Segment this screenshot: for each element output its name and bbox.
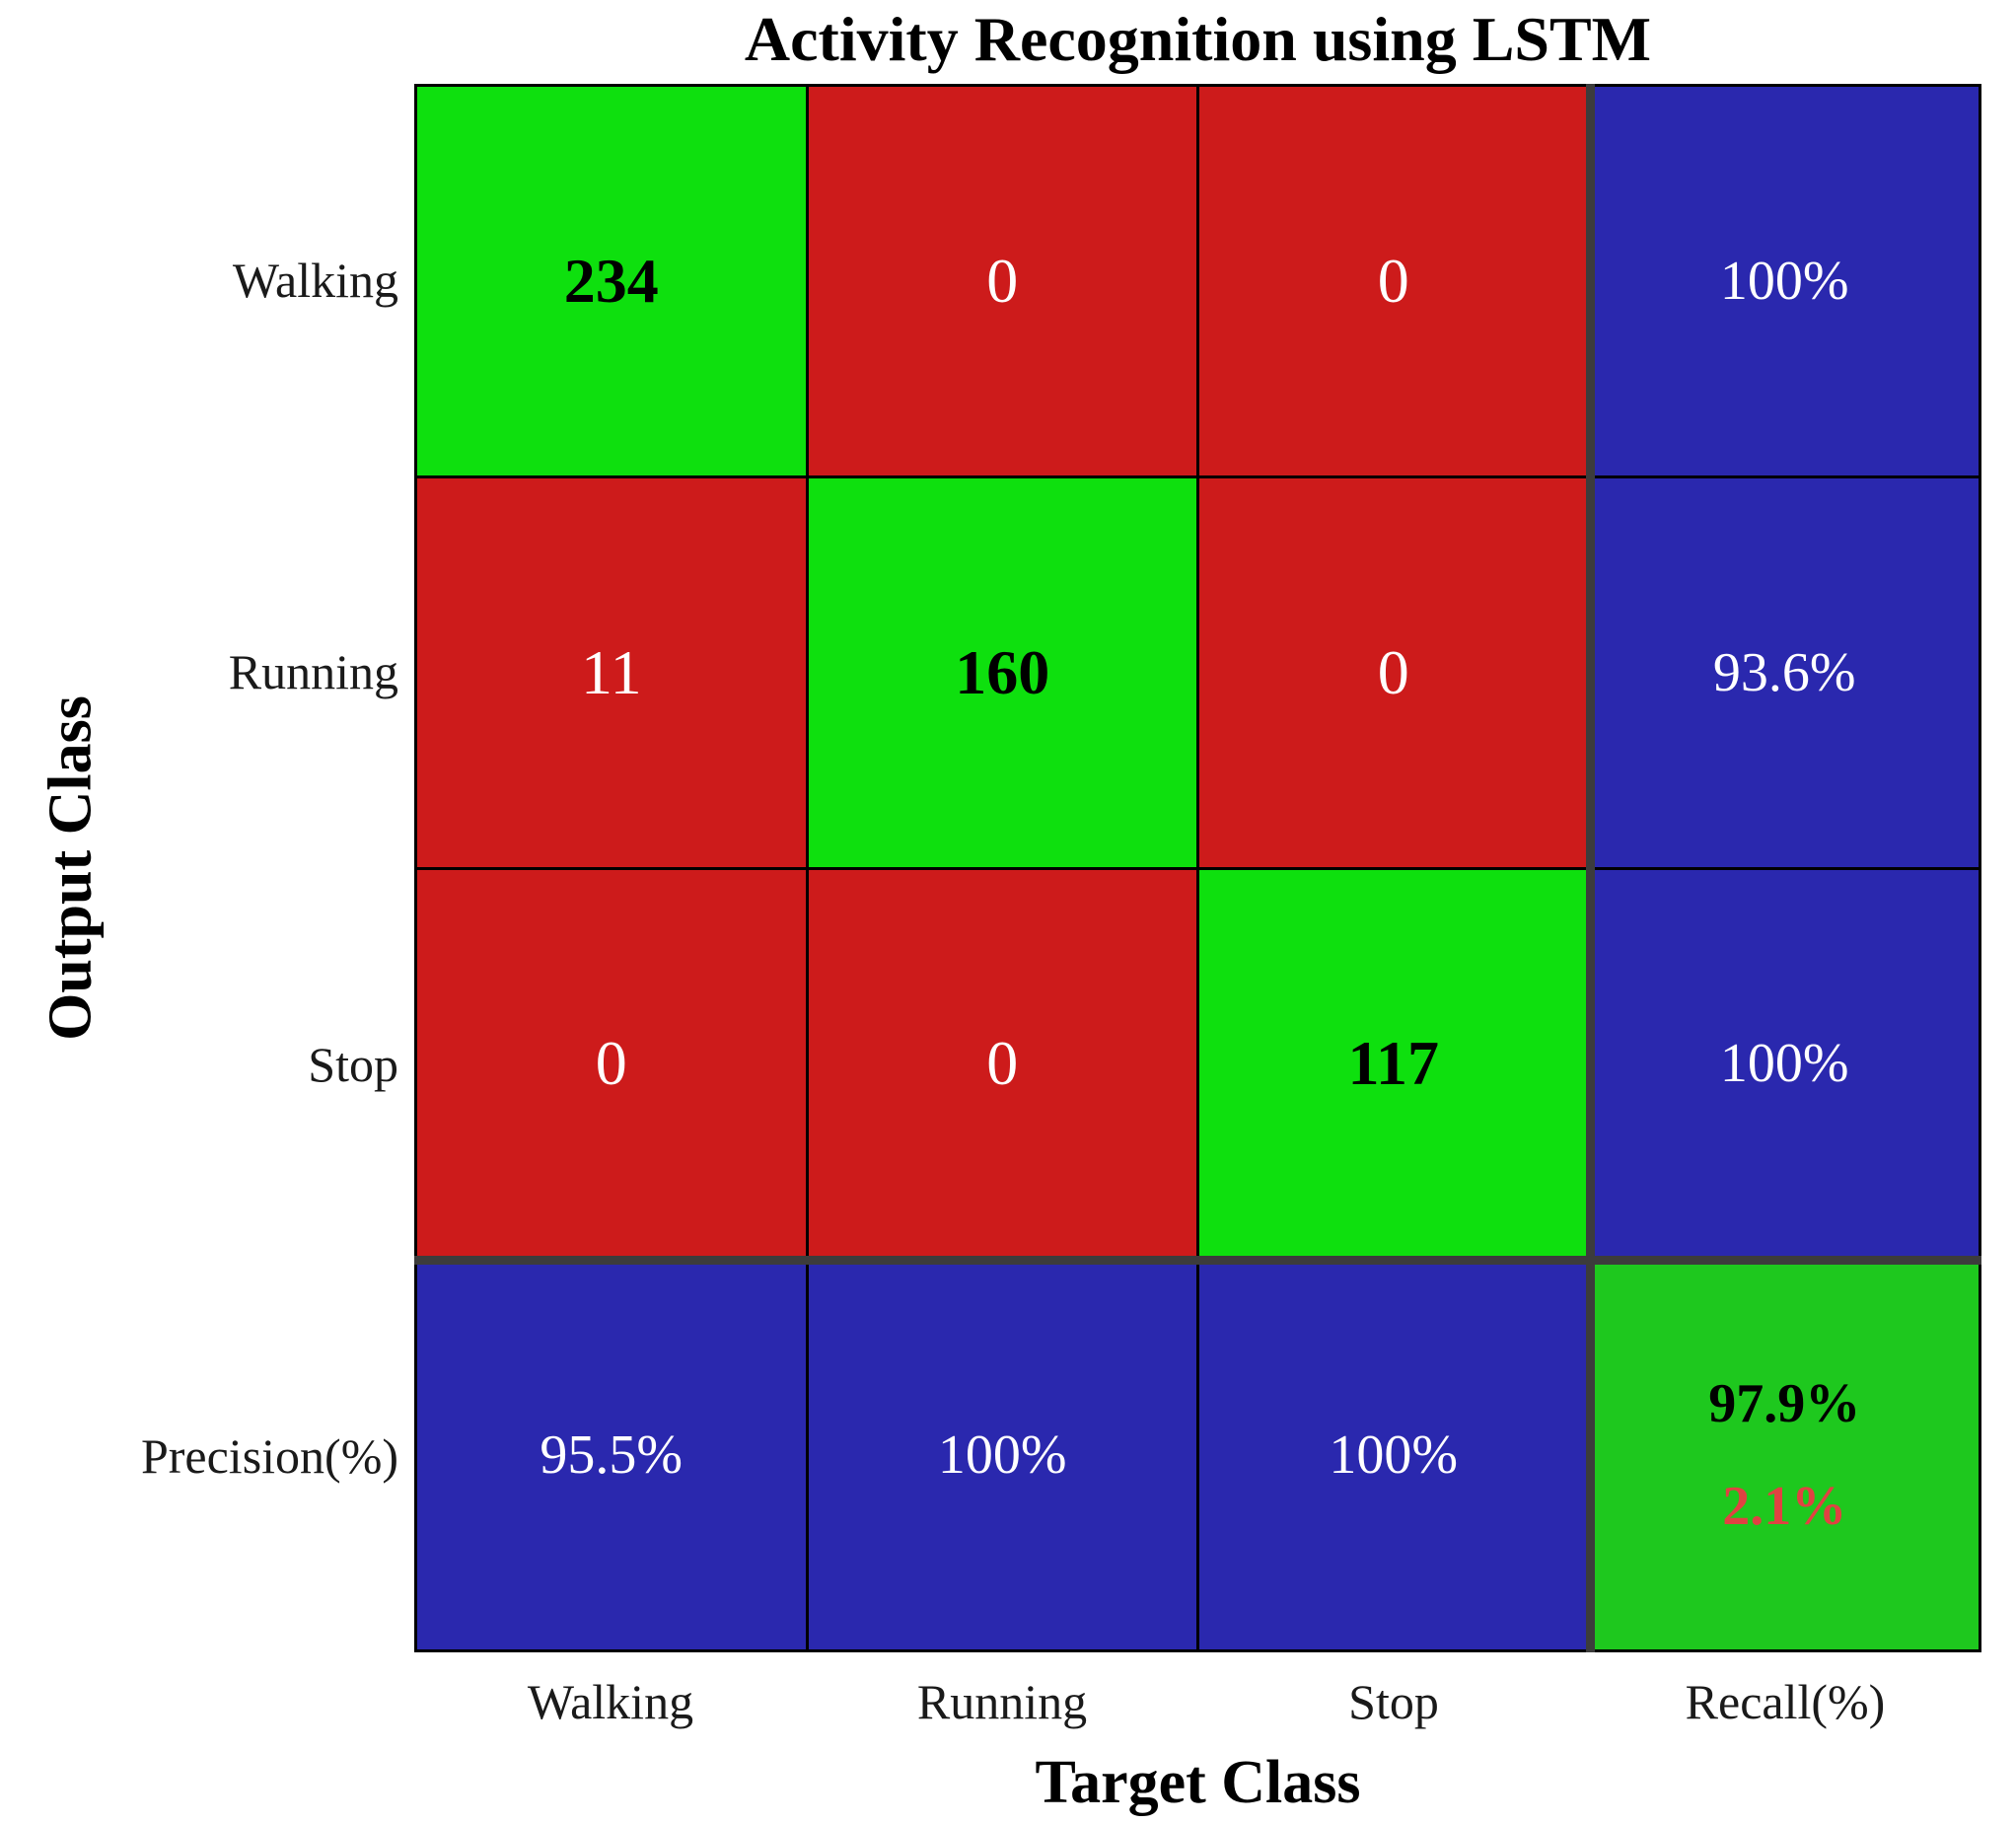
recall-cell-running: 93.6%	[1590, 477, 1979, 867]
col-label-running: Running	[916, 1674, 1088, 1729]
row-label-walking: Walking	[232, 253, 398, 308]
col-label-walking: Walking	[527, 1674, 694, 1729]
cell-value: 11	[580, 636, 642, 707]
cell-running-stop: 0	[1199, 477, 1588, 867]
precision-value: 100%	[937, 1424, 1067, 1487]
recall-column-separator	[1586, 84, 1595, 1652]
cell-value: 0	[1377, 636, 1409, 707]
cell-stop-stop: 117	[1199, 869, 1588, 1259]
chart-title: Activity Recognition using LSTM	[744, 4, 1652, 74]
row-label-precision: Precision(%)	[140, 1428, 398, 1484]
cell-walking-running: 0	[808, 87, 1196, 475]
recall-value: 93.6%	[1712, 641, 1856, 703]
precision-cell-running: 100%	[808, 1261, 1196, 1649]
overall-accuracy-cell: 97.9% 2.1%	[1590, 1261, 1979, 1649]
precision-cell-stop: 100%	[1199, 1261, 1588, 1649]
col-label-stop: Stop	[1348, 1674, 1439, 1729]
confusion-matrix-grid: 234 0 0 100% 11 160 0 93.6% 0 0 117 100%…	[414, 84, 1981, 1652]
cell-running-running: 160	[808, 477, 1196, 867]
overall-error-value: 2.1%	[1722, 1476, 1847, 1538]
precision-value: 95.5%	[540, 1424, 684, 1487]
cell-value: 0	[1377, 245, 1409, 316]
precision-value: 100%	[1329, 1424, 1459, 1487]
cell-walking-walking: 234	[417, 87, 806, 475]
cell-value: 234	[563, 245, 659, 316]
recall-value: 100%	[1719, 250, 1849, 312]
cell-value: 0	[986, 1028, 1019, 1099]
cell-stop-walking: 0	[417, 869, 806, 1259]
recall-cell-walking: 100%	[1590, 87, 1979, 475]
cell-value: 160	[955, 636, 1050, 707]
precision-row-separator	[414, 1256, 1981, 1265]
recall-value: 100%	[1719, 1033, 1849, 1095]
cell-stop-running: 0	[808, 869, 1196, 1259]
cell-running-walking: 11	[417, 477, 806, 867]
x-axis-title: Target Class	[1035, 1749, 1361, 1816]
cell-value: 0	[986, 245, 1019, 316]
cell-value: 117	[1347, 1028, 1439, 1099]
row-label-running: Running	[228, 644, 398, 699]
cell-walking-stop: 0	[1199, 87, 1588, 475]
recall-cell-stop: 100%	[1590, 869, 1979, 1259]
row-label-stop: Stop	[308, 1037, 398, 1092]
precision-cell-walking: 95.5%	[417, 1261, 806, 1649]
overall-accuracy-value: 97.9%	[1708, 1373, 1861, 1435]
y-axis-title: Output Class	[36, 695, 105, 1041]
cell-value: 0	[595, 1028, 627, 1099]
col-label-recall: Recall(%)	[1685, 1674, 1886, 1729]
